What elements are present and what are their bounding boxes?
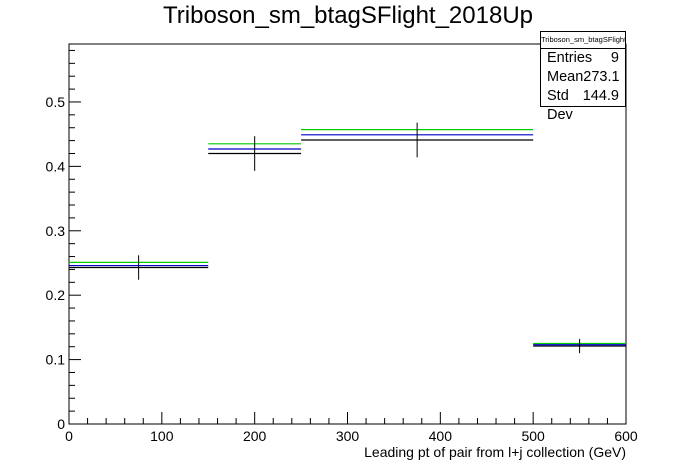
y-tick-label: 0.3 <box>46 223 66 239</box>
stats-box: Triboson_sm_btagSFlight_2018Up Entries 9… <box>540 31 626 123</box>
x-tick-label: 0 <box>65 428 73 444</box>
x-tick-label: 300 <box>336 428 360 444</box>
stats-mean-row: Mean 273.1 <box>541 68 625 87</box>
x-tick-label: 100 <box>150 428 174 444</box>
y-tick-label: 0.2 <box>46 287 66 303</box>
stats-std-value: 144.9 <box>582 88 619 104</box>
histogram-marks <box>69 122 626 354</box>
y-tick-label: 0.4 <box>46 158 66 174</box>
x-axis: 0 100 200 300 400 500 600 <box>65 412 638 444</box>
x-tick-label: 600 <box>614 428 638 444</box>
stats-entries-row: Entries 9 <box>541 49 625 68</box>
x-axis-label: Leading pt of pair from l+j collection (… <box>364 444 626 460</box>
stats-entries-label: Entries <box>547 50 593 66</box>
stats-std-row: Std Dev 144.9 <box>541 87 625 123</box>
stats-std-label: Std Dev <box>547 88 573 123</box>
x-tick-label: 400 <box>429 428 453 444</box>
x-tick-label: 200 <box>243 428 267 444</box>
chart-title: Triboson_sm_btagSFlight_2018Up <box>163 2 533 29</box>
y-tick-label: 0.1 <box>46 352 66 368</box>
stats-mean-label: Mean <box>547 69 584 85</box>
y-axis: 0 0.1 0.2 0.3 0.4 0.5 <box>46 49 81 432</box>
x-tick-label: 500 <box>521 428 545 444</box>
y-tick-label: 0.5 <box>46 94 66 110</box>
stats-mean-value: 273.1 <box>583 69 620 85</box>
stats-title: Triboson_sm_btagSFlight_2018Up <box>541 32 625 49</box>
stats-entries-value: 9 <box>610 50 619 66</box>
y-tick-label: 0 <box>57 416 65 432</box>
